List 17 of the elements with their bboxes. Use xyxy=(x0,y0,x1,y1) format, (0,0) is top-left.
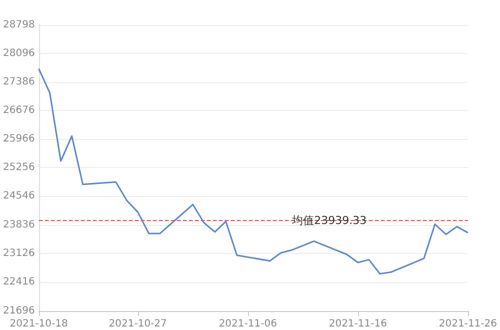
x-tick-label: 2021-11-26 xyxy=(438,318,498,330)
y-tick-label: 23836 xyxy=(3,219,35,230)
x-tick-label: 2021-11-06 xyxy=(218,318,277,330)
y-tick-label: 25966 xyxy=(3,134,35,145)
y-tick-label: 22416 xyxy=(3,276,35,288)
y-tick-label: 27386 xyxy=(3,76,35,88)
y-tick-label: 24546 xyxy=(3,190,35,202)
line-series xyxy=(38,68,469,275)
y-tick-label: 23126 xyxy=(3,248,35,259)
y-tick-label: 25256 xyxy=(3,162,35,174)
y-tick-label: 21696 xyxy=(3,306,35,316)
y-tick-label: 28798 xyxy=(3,20,35,30)
x-tick-label: 2021-11-16 xyxy=(328,318,387,330)
x-tick-label: 2021-10-27 xyxy=(108,318,167,330)
x-tick-label: 2021-10-18 xyxy=(10,318,68,330)
y-tick-label: 26676 xyxy=(3,104,35,116)
y-tick-label: 28096 xyxy=(3,48,35,59)
